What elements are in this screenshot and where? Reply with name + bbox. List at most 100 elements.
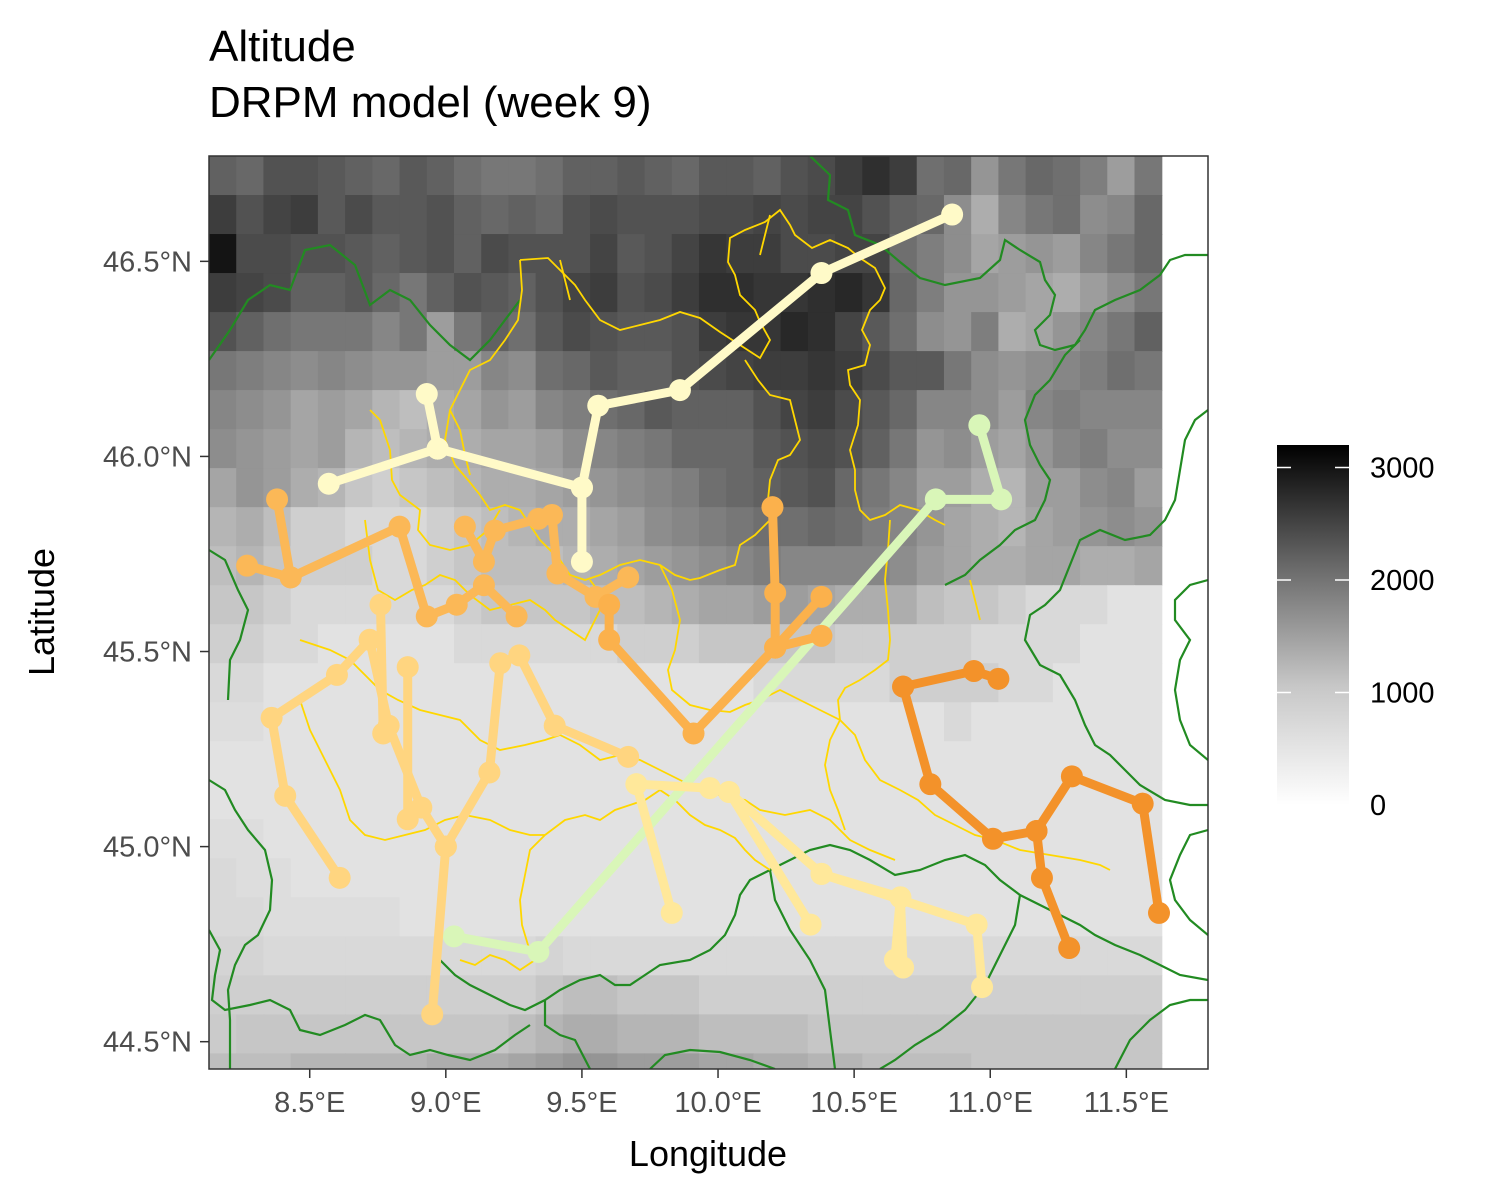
raster-cell: [209, 507, 237, 547]
raster-cell: [317, 351, 346, 391]
raster-cell: [1025, 468, 1054, 508]
raster-cell: [971, 702, 1000, 742]
track-point: [527, 940, 550, 963]
raster-cell: [290, 507, 319, 547]
raster-cell: [862, 429, 891, 469]
raster-cell: [590, 1053, 618, 1069]
track-point: [426, 437, 449, 460]
raster-cell: [236, 468, 265, 508]
raster-cell: [671, 546, 700, 586]
region-boundary: [879, 894, 1022, 1069]
raster-cell: [998, 1053, 1027, 1069]
raster-cell: [780, 975, 809, 1015]
raster-cell: [862, 195, 891, 235]
raster-cell: [998, 975, 1027, 1015]
raster-cell: [943, 624, 972, 664]
track-point: [764, 581, 787, 604]
raster-cell: [644, 975, 673, 1015]
x-tick-label: 11.5°E: [1084, 1087, 1169, 1119]
raster-cell: [453, 351, 482, 391]
raster-cell: [1134, 1053, 1163, 1069]
raster-cell: [562, 663, 591, 703]
raster-cell: [453, 195, 482, 235]
raster-cell: [971, 1014, 1000, 1054]
cluster-track-4: [260, 593, 640, 1026]
raster-cell: [1052, 702, 1081, 742]
raster-cell: [943, 858, 972, 898]
raster-cell: [644, 429, 673, 469]
province-boundary: [444, 259, 801, 581]
province-boundary: [299, 699, 545, 841]
raster-cell: [835, 741, 863, 781]
raster-cell: [998, 234, 1027, 274]
y-axis-title: Latitude: [21, 548, 62, 676]
track-point: [1058, 937, 1081, 960]
raster-cell: [508, 546, 537, 586]
raster-cell: [916, 351, 945, 391]
y-tick-label: 45.5°N: [103, 637, 192, 669]
raster-cell: [889, 741, 918, 781]
track-line: [427, 842, 451, 1019]
raster-cell: [453, 624, 482, 664]
raster-cell: [1052, 663, 1081, 703]
raster-cell: [644, 351, 673, 391]
raster-cell: [1025, 1014, 1054, 1054]
track-line: [272, 494, 296, 582]
raster-cell: [508, 429, 537, 469]
raster-cell: [426, 273, 455, 313]
raster-cell: [290, 273, 319, 313]
raster-cell: [753, 702, 782, 742]
raster-cell: [1107, 468, 1136, 508]
raster-cell: [807, 546, 836, 586]
raster-cell: [862, 1053, 891, 1069]
raster-cell: [1134, 936, 1163, 976]
raster-cell: [535, 780, 564, 820]
raster-cell: [236, 819, 265, 859]
raster-cell: [1080, 156, 1108, 196]
track-point: [279, 566, 302, 589]
track-line: [767, 502, 780, 653]
raster-cell: [835, 936, 863, 976]
raster-cell: [617, 1053, 646, 1069]
raster-cell: [290, 156, 319, 196]
raster-cell: [1107, 702, 1136, 742]
raster-cell: [263, 429, 292, 469]
track-point: [396, 656, 419, 679]
x-tick-label: 8.5°E: [274, 1087, 345, 1119]
raster-cell: [644, 585, 673, 625]
raster-cell: [889, 819, 918, 859]
raster-cell: [372, 234, 401, 274]
raster-cell: [399, 897, 428, 937]
raster-cell: [617, 936, 646, 976]
raster-cell: [481, 1092, 509, 1132]
raster-cell: [698, 1014, 727, 1054]
raster-cell: [535, 234, 564, 274]
raster-cell: [426, 195, 455, 235]
track-point: [617, 566, 640, 589]
track-point: [941, 203, 964, 226]
raster-cell: [698, 468, 727, 508]
raster-cell: [399, 936, 428, 976]
raster-cell: [726, 741, 755, 781]
raster-cell: [1134, 741, 1163, 781]
raster-cell: [807, 741, 836, 781]
track-point: [962, 660, 985, 683]
track-point: [478, 761, 501, 784]
raster-cell: [236, 663, 265, 703]
raster-cell: [372, 1053, 401, 1069]
raster-cell: [916, 312, 945, 352]
raster-cell: [998, 390, 1027, 430]
raster-cell: [426, 468, 455, 508]
track-point: [388, 515, 411, 538]
raster-cell: [835, 312, 863, 352]
raster-cell: [209, 312, 237, 352]
raster-cell: [263, 819, 292, 859]
x-tick-label: 9.0°E: [410, 1087, 481, 1119]
raster-cell: [889, 585, 918, 625]
track-point: [889, 886, 912, 909]
raster-cell: [426, 546, 455, 586]
raster-cell: [943, 507, 972, 547]
raster-cell: [916, 234, 945, 274]
raster-cell: [671, 1014, 700, 1054]
track-point: [660, 901, 683, 924]
